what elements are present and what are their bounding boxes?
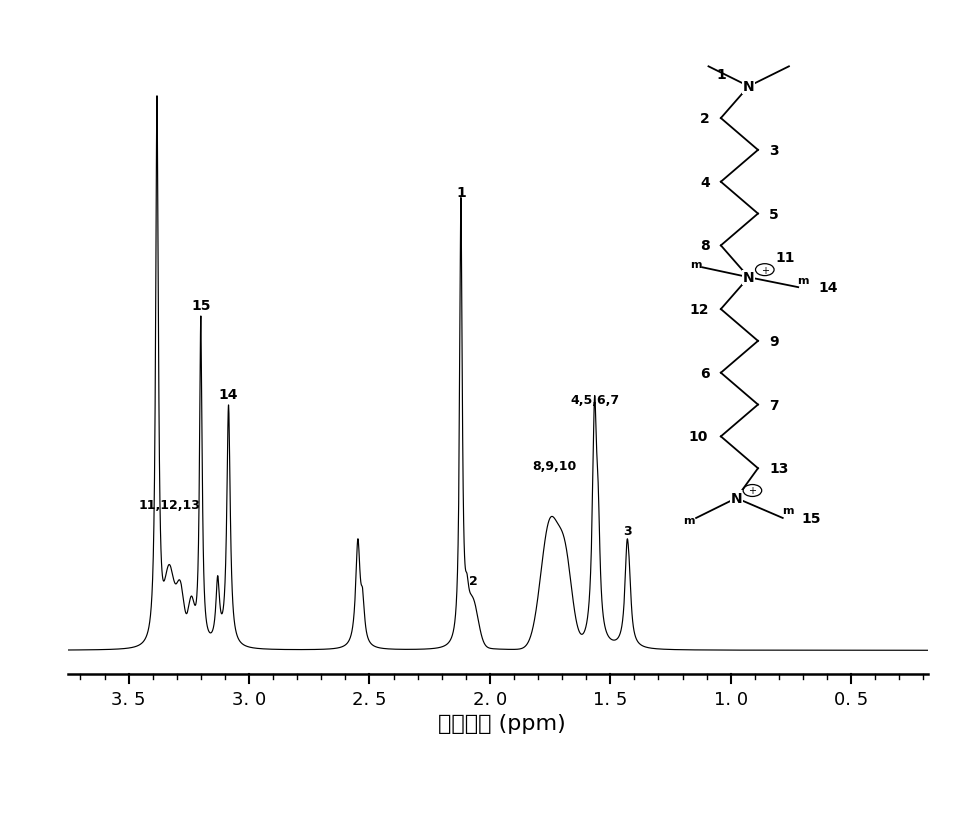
Text: 1. 5: 1. 5	[593, 690, 627, 708]
Text: 2: 2	[469, 575, 478, 588]
Text: m: m	[691, 260, 701, 270]
Text: N: N	[731, 492, 743, 505]
Text: 15: 15	[191, 298, 211, 312]
Text: N: N	[743, 80, 754, 94]
Text: 8: 8	[701, 239, 710, 253]
Text: m: m	[797, 276, 809, 286]
Text: 3: 3	[622, 525, 631, 538]
Text: m: m	[782, 505, 793, 515]
Text: 11: 11	[775, 251, 794, 265]
Text: 12: 12	[690, 303, 709, 316]
Text: 3. 0: 3. 0	[232, 690, 266, 708]
Text: 2: 2	[701, 112, 710, 126]
Text: 14: 14	[819, 281, 838, 295]
Text: N: N	[743, 271, 754, 285]
Text: 化学位移 (ppm): 化学位移 (ppm)	[438, 714, 566, 734]
Text: +: +	[748, 486, 756, 496]
Text: 1. 0: 1. 0	[713, 690, 747, 708]
Text: 5: 5	[769, 207, 779, 221]
Text: 13: 13	[770, 462, 789, 475]
Text: 6: 6	[701, 366, 710, 380]
Text: 11,12,13: 11,12,13	[139, 498, 200, 512]
Text: 8,9,10: 8,9,10	[532, 460, 577, 472]
Text: 9: 9	[769, 335, 779, 349]
Text: 3: 3	[769, 144, 779, 157]
Text: 1: 1	[716, 68, 726, 82]
Text: 4: 4	[701, 176, 710, 190]
Text: 14: 14	[219, 388, 238, 402]
Text: 0. 5: 0. 5	[834, 690, 869, 708]
Text: 2. 5: 2. 5	[352, 690, 387, 708]
Text: 7: 7	[769, 398, 779, 412]
Text: 1: 1	[456, 185, 466, 200]
Text: 10: 10	[689, 430, 708, 444]
Text: +: +	[761, 265, 769, 276]
Text: 15: 15	[801, 512, 821, 525]
Text: m: m	[683, 515, 694, 525]
Text: 3. 5: 3. 5	[111, 690, 146, 708]
Text: 2. 0: 2. 0	[473, 690, 507, 708]
Text: 4,5,6,7: 4,5,6,7	[570, 393, 619, 407]
